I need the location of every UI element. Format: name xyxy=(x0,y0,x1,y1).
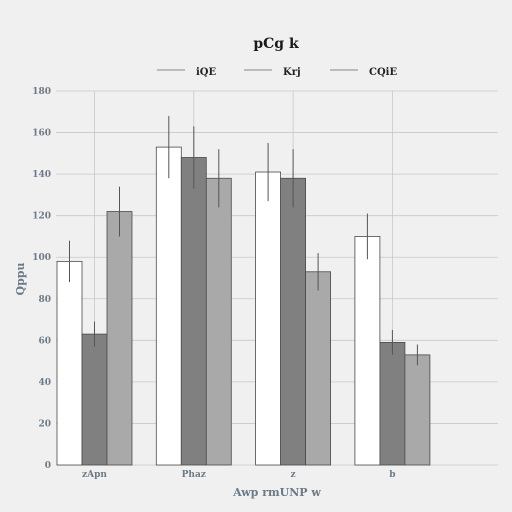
x-tick-label: b xyxy=(389,470,395,480)
error-bars xyxy=(69,115,418,366)
bar xyxy=(305,271,332,466)
legend-label: iQE xyxy=(196,67,217,78)
y-tick-label: 60 xyxy=(38,336,51,346)
bar xyxy=(280,177,307,466)
y-tick-label: 140 xyxy=(32,170,51,180)
x-axis-label: Awp rmUNP w xyxy=(232,486,321,499)
x-tick-label: zApn xyxy=(82,470,107,480)
bar xyxy=(180,157,207,466)
y-tick-label: 80 xyxy=(38,295,51,305)
x-tick-label: Phaz xyxy=(182,470,206,480)
y-tick-label: 100 xyxy=(32,253,51,263)
tick-labels: 0 20 40 60 80 100 120 140 160 180 zApn Phaz z b xyxy=(32,87,395,480)
y-tick-label: 160 xyxy=(32,129,51,139)
legend-label: CQiE xyxy=(369,67,397,78)
chart-title: pCg k xyxy=(253,36,299,52)
y-tick-label: 20 xyxy=(38,419,51,429)
legend-label: Krj xyxy=(283,67,301,78)
bar xyxy=(354,236,381,466)
legend: iQE Krj CQiE xyxy=(157,67,397,78)
y-tick-label: 180 xyxy=(32,87,51,97)
y-tick-label: 0 xyxy=(45,461,51,471)
bars xyxy=(56,146,431,466)
bar xyxy=(155,146,182,466)
bar xyxy=(56,260,83,466)
bar xyxy=(106,211,133,466)
bar xyxy=(205,177,232,466)
bar xyxy=(255,171,282,466)
y-tick-label: 120 xyxy=(32,212,51,222)
x-tick-label: z xyxy=(291,470,296,480)
bar xyxy=(379,342,406,466)
y-tick-label: 40 xyxy=(38,378,51,388)
bar xyxy=(81,333,108,466)
y-axis-label: Qppu xyxy=(14,263,27,296)
bar xyxy=(404,354,431,466)
